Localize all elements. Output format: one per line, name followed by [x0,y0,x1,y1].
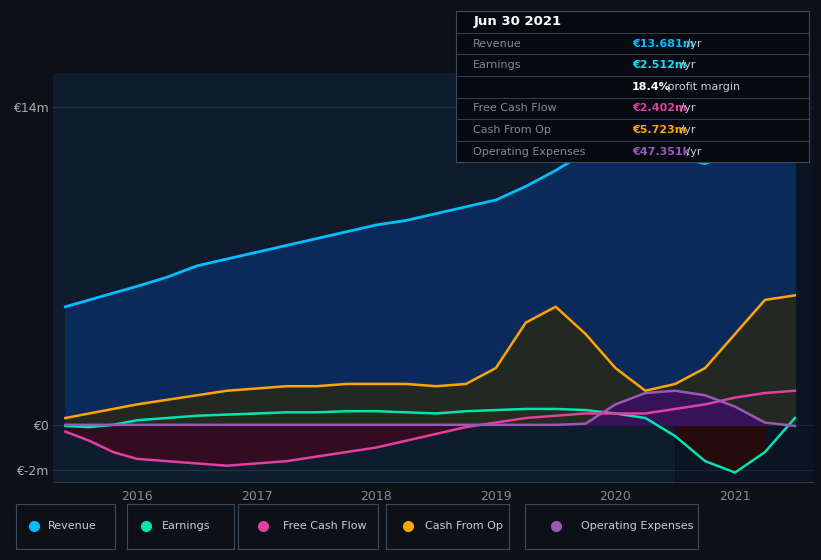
Text: /yr: /yr [677,125,695,135]
Bar [675,73,813,482]
Text: €47.351k: €47.351k [632,147,690,157]
Text: profit margin: profit margin [664,82,740,92]
Text: 18.4%: 18.4% [632,82,671,92]
Text: €13.681m: €13.681m [632,39,695,49]
Text: Operating Expenses: Operating Expenses [580,521,693,531]
Text: Operating Expenses: Operating Expenses [474,147,585,157]
Text: /yr: /yr [677,60,695,70]
Text: Free Cash Flow: Free Cash Flow [474,104,557,114]
Text: Cash From Op: Cash From Op [425,521,503,531]
Text: €2.402m: €2.402m [632,104,686,114]
Text: Earnings: Earnings [474,60,522,70]
Text: €5.723m: €5.723m [632,125,686,135]
Text: /yr: /yr [683,39,701,49]
Text: €2.512m: €2.512m [632,60,686,70]
Text: /yr: /yr [677,104,695,114]
Text: Jun 30 2021: Jun 30 2021 [474,16,562,29]
Text: Earnings: Earnings [162,521,210,531]
Text: Revenue: Revenue [48,521,97,531]
Text: Free Cash Flow: Free Cash Flow [282,521,366,531]
Text: Revenue: Revenue [474,39,522,49]
Text: Cash From Op: Cash From Op [474,125,551,135]
Text: /yr: /yr [683,147,701,157]
